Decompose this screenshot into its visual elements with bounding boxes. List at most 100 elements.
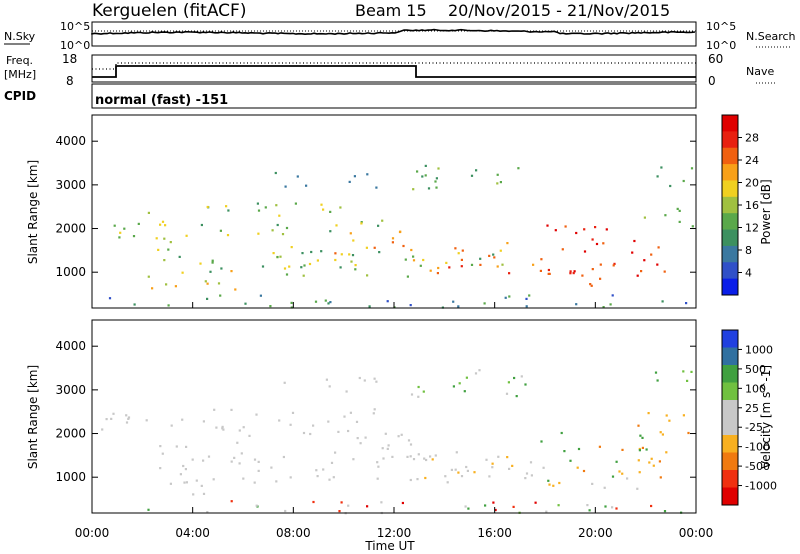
- echo-cell: [678, 220, 681, 223]
- echo-cell: [257, 469, 260, 472]
- echo-cell: [564, 225, 567, 228]
- echo-cell: [372, 412, 375, 415]
- echo-cell: [195, 479, 198, 482]
- echo-cell: [422, 258, 425, 262]
- echo-cell: [448, 266, 451, 269]
- echo-cell: [101, 428, 104, 431]
- echo-cell: [583, 228, 586, 231]
- echo-cell: [207, 455, 211, 458]
- echo-cell: [340, 501, 343, 504]
- echo-cell: [382, 457, 385, 460]
- echo-cell: [513, 376, 516, 380]
- echo-cell: [641, 436, 644, 439]
- xtick-label: 00:00: [75, 526, 110, 540]
- echo-cell: [638, 471, 641, 474]
- echo-cell: [350, 260, 353, 263]
- echo-cell: [343, 415, 346, 418]
- echo-cell: [281, 233, 285, 236]
- echo-cell: [275, 480, 278, 483]
- echo-cell: [328, 385, 331, 388]
- echo-cell: [358, 376, 361, 380]
- echo-cell: [648, 461, 651, 464]
- echo-cell: [322, 468, 325, 471]
- echo-cell: [274, 171, 277, 175]
- colorbar-segment: [722, 164, 738, 181]
- echo-cell: [611, 475, 615, 478]
- echo-cell: [327, 302, 330, 305]
- colorbar-segment: [722, 131, 738, 149]
- echo-cell: [444, 475, 447, 478]
- echo-cell: [540, 258, 543, 261]
- echo-cell: [322, 208, 325, 211]
- echo-cell: [575, 231, 578, 235]
- echo-cell: [595, 242, 599, 246]
- echo-cell: [401, 501, 404, 505]
- echo-cell: [133, 303, 136, 306]
- echo-cell: [351, 254, 355, 257]
- echo-cell: [529, 461, 533, 464]
- echo-cell: [445, 261, 448, 264]
- echo-cell: [127, 417, 130, 420]
- echo-cell: [335, 224, 338, 227]
- echo-cell: [690, 370, 693, 373]
- xtick-label: 12:00: [377, 526, 412, 540]
- colorbar-segment: [722, 213, 738, 231]
- echo-cell: [639, 434, 642, 437]
- echo-cell: [483, 302, 486, 305]
- echo-cell: [435, 186, 438, 189]
- ytick-label: 1000: [55, 265, 86, 279]
- cpid-label: CPID: [4, 89, 36, 103]
- echo-cell: [659, 476, 662, 479]
- noise-left-tick-bottom: 10^0: [60, 39, 90, 52]
- echo-cell: [329, 230, 332, 233]
- colorbar-tick: -500: [745, 460, 770, 473]
- echo-cell: [511, 464, 514, 467]
- echo-cell: [240, 452, 243, 455]
- echo-cell: [417, 453, 420, 456]
- colorbar-tick: 100: [745, 382, 766, 395]
- frequency-line: [92, 65, 696, 78]
- echo-cell: [308, 262, 312, 266]
- cpid-panel: CPID normal (fast) -151: [4, 83, 697, 109]
- echo-cell: [213, 408, 216, 411]
- echo-cell: [631, 251, 634, 254]
- echo-cell: [278, 419, 281, 422]
- colorbar-segment: [722, 382, 738, 401]
- echo-cell: [460, 475, 464, 478]
- echo-cell: [339, 206, 342, 209]
- echo-cell: [159, 223, 162, 226]
- echo-cell: [427, 187, 431, 190]
- echo-cell: [329, 210, 332, 213]
- echo-cell: [637, 424, 640, 427]
- echo-cell: [461, 249, 464, 252]
- echo-cell: [315, 469, 318, 472]
- colorbar-tick: 4: [745, 267, 752, 280]
- echo-cell: [657, 246, 660, 249]
- echo-cell: [589, 283, 592, 286]
- echo-cell: [202, 459, 205, 462]
- colorbar-segment: [722, 347, 738, 366]
- echo-cell: [421, 175, 424, 178]
- echo-cell: [507, 381, 510, 384]
- echo-cell: [275, 204, 278, 207]
- echo-cell: [391, 241, 394, 244]
- echo-cell: [656, 379, 659, 382]
- echo-cell: [352, 458, 355, 461]
- ytick-label: 2000: [55, 427, 86, 441]
- echo-cell: [165, 283, 168, 286]
- echo-cell: [348, 253, 351, 256]
- echo-cell: [163, 259, 166, 262]
- echo-cell: [192, 493, 195, 496]
- echo-cell: [611, 294, 614, 297]
- echo-cell: [547, 272, 550, 275]
- ytick-label: 4000: [55, 339, 86, 353]
- echo-cell: [613, 262, 616, 265]
- echo-cell: [434, 454, 437, 457]
- noise-right-tick-bottom: 10^0: [706, 39, 736, 52]
- echo-cell: [609, 303, 612, 306]
- echo-cell: [460, 258, 463, 261]
- echo-cell: [377, 465, 380, 468]
- echo-cell: [386, 447, 389, 450]
- echo-cell: [366, 173, 369, 176]
- echo-cell: [525, 305, 528, 308]
